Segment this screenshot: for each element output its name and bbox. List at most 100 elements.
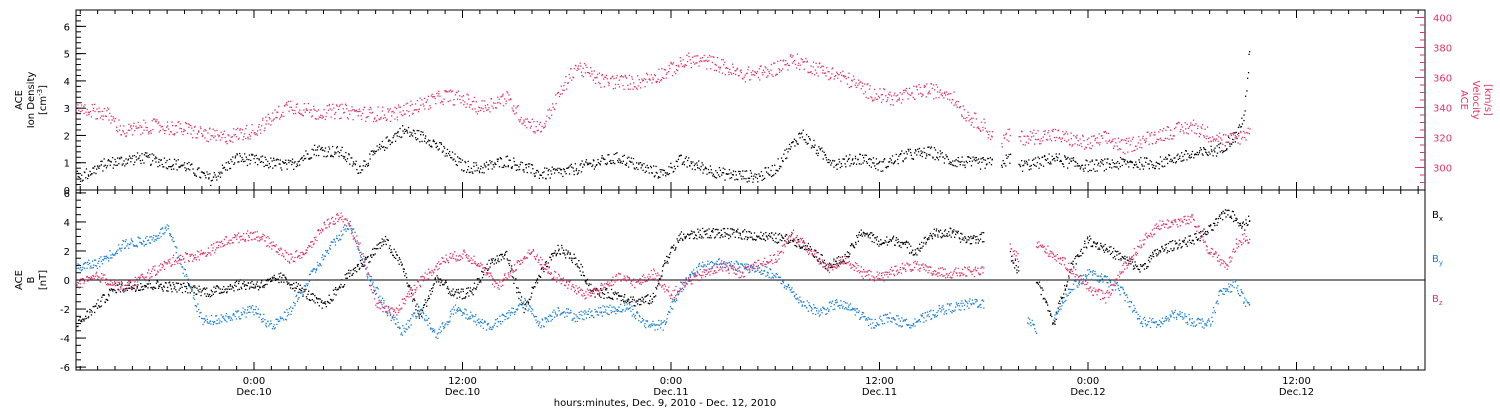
bx-point	[774, 241, 776, 243]
velocity-point	[1232, 134, 1235, 136]
velocity-point	[670, 61, 672, 63]
bx-point	[612, 298, 614, 301]
ion-density-point	[1117, 161, 1119, 163]
ion-density-point	[1214, 147, 1216, 149]
velocity-point	[573, 68, 575, 70]
ion-density-point	[1137, 166, 1139, 168]
bx-point	[609, 297, 611, 299]
ion-density-point	[975, 160, 977, 162]
ion-density-point	[692, 161, 694, 163]
velocity-point	[325, 115, 327, 118]
bx-point	[643, 301, 645, 304]
ion-density-point	[203, 172, 205, 174]
velocity-point	[924, 85, 927, 87]
velocity-point	[882, 98, 884, 101]
ion-density-point	[266, 164, 268, 166]
velocity-point	[531, 118, 533, 121]
bx-point	[571, 261, 573, 264]
bx-point	[1144, 263, 1146, 265]
velocity-point	[1074, 143, 1076, 145]
ion-density-point	[1053, 157, 1056, 160]
velocity-point	[762, 69, 765, 71]
velocity-point	[652, 78, 654, 81]
ion-density-point	[765, 167, 767, 169]
velocity-point	[501, 95, 503, 97]
velocity-point	[360, 115, 362, 117]
ion-density-point	[187, 168, 190, 170]
bx-point	[283, 281, 285, 283]
ion-density-point	[264, 156, 266, 158]
velocity-point	[191, 127, 193, 129]
velocity-point	[1065, 131, 1067, 133]
velocity-point	[586, 71, 589, 74]
ion-density-point	[595, 164, 598, 166]
velocity-point	[160, 126, 162, 128]
velocity-point	[1027, 135, 1029, 137]
velocity-point	[954, 102, 957, 104]
velocity-point	[990, 135, 993, 137]
bx-point	[356, 271, 358, 273]
bx-point	[194, 285, 196, 287]
velocity-point	[294, 109, 296, 112]
velocity-point	[565, 88, 568, 90]
ion-density-point	[839, 166, 841, 169]
velocity-point	[124, 133, 126, 135]
velocity-point	[327, 109, 330, 111]
velocity-point	[445, 90, 447, 92]
bx-point	[661, 270, 664, 272]
bx-point	[532, 287, 534, 289]
ion-density-point	[1049, 163, 1051, 165]
velocity-point	[852, 75, 855, 77]
ion-density-point	[1145, 161, 1147, 163]
bx-point	[964, 236, 966, 238]
ion-density-point	[316, 149, 319, 151]
velocity-point	[419, 97, 421, 99]
ion-density-point	[372, 154, 374, 156]
ion-density-point	[706, 173, 708, 175]
ion-density-point	[764, 167, 766, 169]
velocity-point	[737, 75, 740, 77]
bx-point	[427, 298, 429, 300]
velocity-point	[644, 86, 646, 88]
ion-density-point	[369, 158, 371, 160]
bx-point	[466, 287, 468, 290]
bx-point	[132, 287, 134, 289]
velocity-point	[598, 72, 601, 74]
bx-point	[925, 241, 927, 244]
ion-density-point	[1185, 150, 1187, 152]
bx-point	[196, 293, 198, 295]
ion-density-point	[724, 168, 726, 170]
velocity-point	[605, 76, 607, 78]
velocity-point	[591, 73, 593, 75]
velocity-point	[1235, 136, 1237, 138]
velocity-point	[157, 122, 159, 125]
bx-point	[610, 298, 612, 300]
bx-point	[427, 295, 430, 297]
velocity-point	[173, 134, 175, 136]
bx-point	[962, 237, 964, 239]
bx-point	[301, 287, 304, 289]
velocity-point	[1076, 134, 1078, 136]
bx-point	[940, 236, 942, 238]
velocity-point	[265, 123, 267, 125]
velocity-point	[541, 125, 543, 127]
ion-density-point	[559, 167, 561, 170]
bx-point	[538, 274, 540, 277]
bx-point	[295, 287, 297, 289]
bx-point	[666, 255, 668, 258]
bx-point	[676, 238, 678, 240]
velocity-point	[422, 103, 424, 105]
ion-density-point	[383, 146, 385, 148]
ion-density-point	[963, 161, 965, 163]
velocity-point	[888, 93, 890, 95]
ion-density-point	[683, 164, 685, 166]
ion-density-point	[229, 167, 231, 170]
bx-point	[347, 272, 349, 274]
velocity-point	[984, 127, 986, 129]
velocity-point	[1018, 136, 1020, 138]
bx-point	[1010, 260, 1013, 262]
ion-density-point	[581, 160, 583, 162]
ion-density-point	[1248, 53, 1250, 55]
velocity-point	[330, 116, 332, 118]
velocity-point	[1236, 133, 1239, 136]
